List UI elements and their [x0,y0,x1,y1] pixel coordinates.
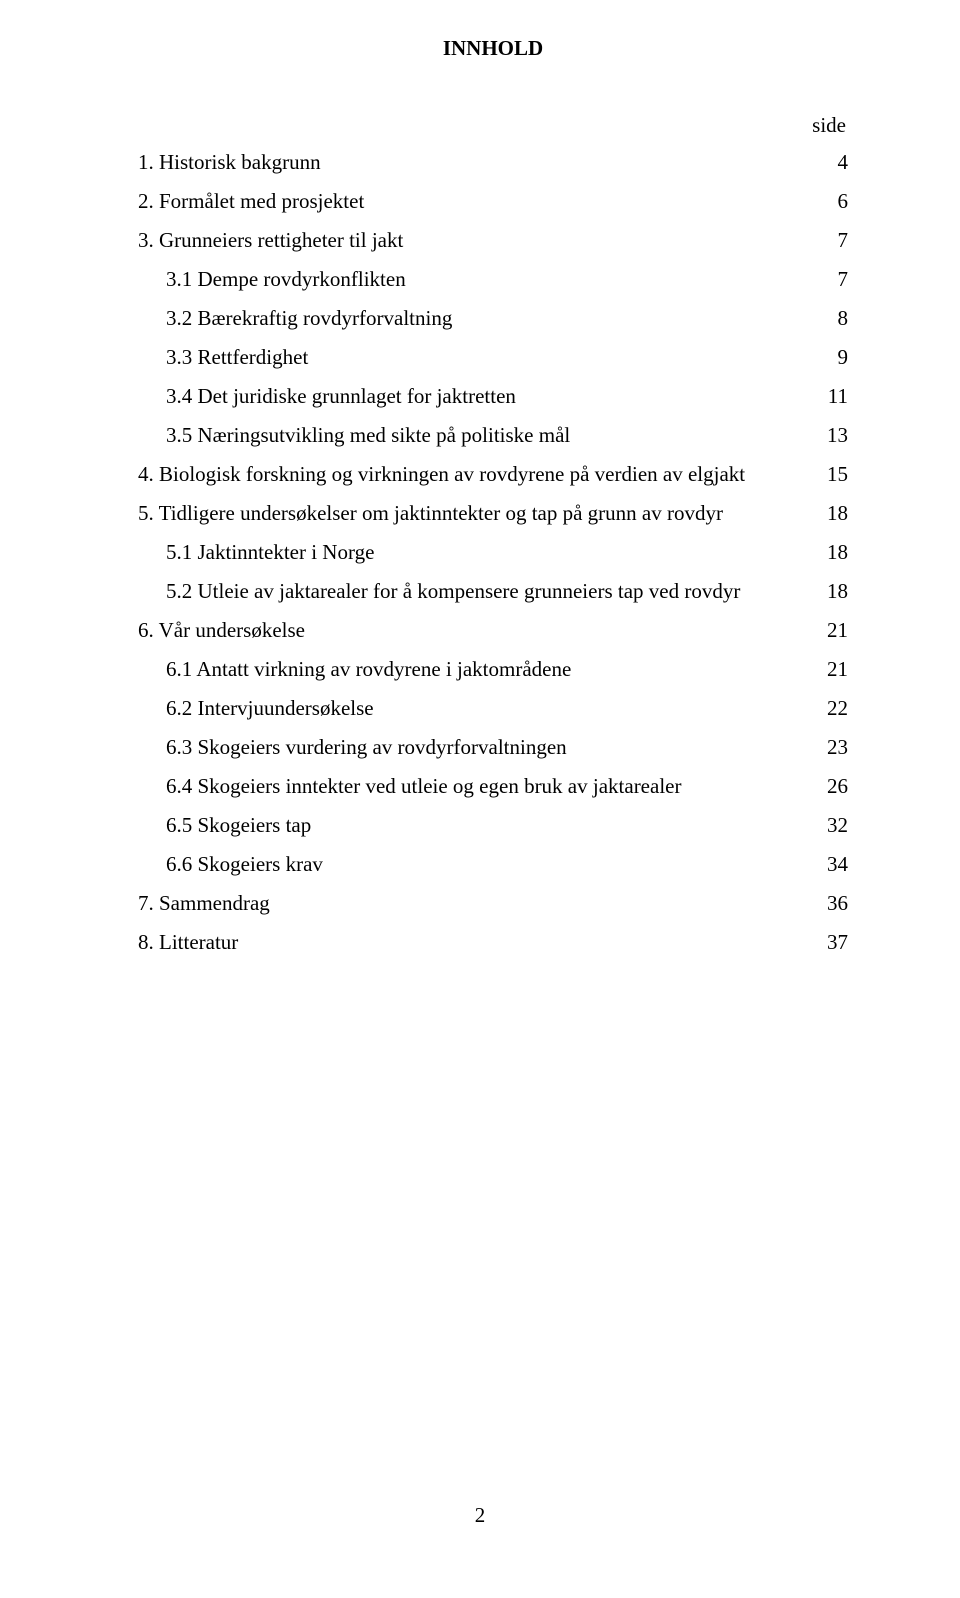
toc-entry-label: 6.6 Skogeiers krav [138,854,808,875]
toc-entry-label: 3.5 Næringsutvikling med sikte på politi… [138,425,808,446]
toc-entry-page: 7 [808,269,848,290]
toc-container: 1. Historisk bakgrunn42. Formålet med pr… [138,152,848,953]
toc-row: 3.2 Bærekraftig rovdyrforvaltning8 [138,308,848,329]
toc-row: 6.5 Skogeiers tap32 [138,815,848,836]
toc-entry-page: 22 [808,698,848,719]
toc-entry-label: 6.2 Intervjuundersøkelse [138,698,808,719]
toc-entry-page: 21 [808,659,848,680]
toc-entry-label: 6. Vår undersøkelse [138,620,808,641]
toc-entry-label: 3. Grunneiers rettigheter til jakt [138,230,808,251]
toc-row: 3.1 Dempe rovdyrkonflikten7 [138,269,848,290]
toc-entry-label: 8. Litteratur [138,932,808,953]
toc-row: 3.3 Rettferdighet9 [138,347,848,368]
toc-entry-label: 1. Historisk bakgrunn [138,152,808,173]
toc-row: 6.4 Skogeiers inntekter ved utleie og eg… [138,776,848,797]
toc-entry-label: 6.1 Antatt virkning av rovdyrene i jakto… [138,659,808,680]
toc-entry-page: 4 [808,152,848,173]
toc-row: 2. Formålet med prosjektet6 [138,191,848,212]
toc-entry-page: 8 [808,308,848,329]
toc-entry-label: 6.4 Skogeiers inntekter ved utleie og eg… [138,776,808,797]
toc-entry-page: 21 [808,620,848,641]
toc-entry-page: 34 [808,854,848,875]
toc-entry-page: 18 [808,581,848,602]
toc-row: 3.5 Næringsutvikling med sikte på politi… [138,425,848,446]
toc-row: 4. Biologisk forskning og virkningen av … [138,464,848,485]
toc-entry-label: 3.4 Det juridiske grunnlaget for jaktret… [138,386,808,407]
toc-row: 8. Litteratur37 [138,932,848,953]
toc-row: 6.3 Skogeiers vurdering av rovdyrforvalt… [138,737,848,758]
toc-row: 1. Historisk bakgrunn4 [138,152,848,173]
toc-row: 5. Tidligere undersøkelser om jaktinntek… [138,503,848,524]
toc-entry-label: 5.2 Utleie av jaktarealer for å kompense… [138,581,808,602]
toc-entry-page: 37 [808,932,848,953]
toc-entry-page: 23 [808,737,848,758]
toc-entry-page: 11 [808,386,848,407]
toc-entry-label: 3.2 Bærekraftig rovdyrforvaltning [138,308,808,329]
toc-row: 5.2 Utleie av jaktarealer for å kompense… [138,581,848,602]
toc-entry-page: 32 [808,815,848,836]
toc-entry-page: 26 [808,776,848,797]
toc-entry-label: 6.3 Skogeiers vurdering av rovdyrforvalt… [138,737,808,758]
toc-row: 6.6 Skogeiers krav34 [138,854,848,875]
toc-row: 6.1 Antatt virkning av rovdyrene i jakto… [138,659,848,680]
toc-entry-label: 3.3 Rettferdighet [138,347,808,368]
toc-entry-label: 5. Tidligere undersøkelser om jaktinntek… [138,503,808,524]
toc-row: 7. Sammendrag36 [138,893,848,914]
toc-entry-label: 3.1 Dempe rovdyrkonflikten [138,269,808,290]
page-number-footer: 2 [0,1503,960,1528]
document-page: INNHOLD side 1. Historisk bakgrunn42. Fo… [0,0,960,953]
toc-entry-page: 18 [808,542,848,563]
toc-row: 6.2 Intervjuundersøkelse22 [138,698,848,719]
toc-entry-label: 6.5 Skogeiers tap [138,815,808,836]
toc-entry-page: 13 [808,425,848,446]
toc-entry-page: 9 [808,347,848,368]
toc-row: 3.4 Det juridiske grunnlaget for jaktret… [138,386,848,407]
toc-entry-label: 5.1 Jaktinntekter i Norge [138,542,808,563]
toc-entry-page: 36 [808,893,848,914]
page-title: INNHOLD [138,36,848,61]
toc-entry-page: 7 [808,230,848,251]
toc-row: 6. Vår undersøkelse21 [138,620,848,641]
toc-entry-label: 2. Formålet med prosjektet [138,191,808,212]
side-column-header: side [138,113,848,138]
toc-entry-label: 7. Sammendrag [138,893,808,914]
toc-entry-page: 6 [808,191,848,212]
toc-row: 3. Grunneiers rettigheter til jakt7 [138,230,848,251]
toc-row: 5.1 Jaktinntekter i Norge18 [138,542,848,563]
toc-entry-page: 18 [808,503,848,524]
toc-entry-label: 4. Biologisk forskning og virkningen av … [138,464,808,485]
toc-entry-page: 15 [808,464,848,485]
